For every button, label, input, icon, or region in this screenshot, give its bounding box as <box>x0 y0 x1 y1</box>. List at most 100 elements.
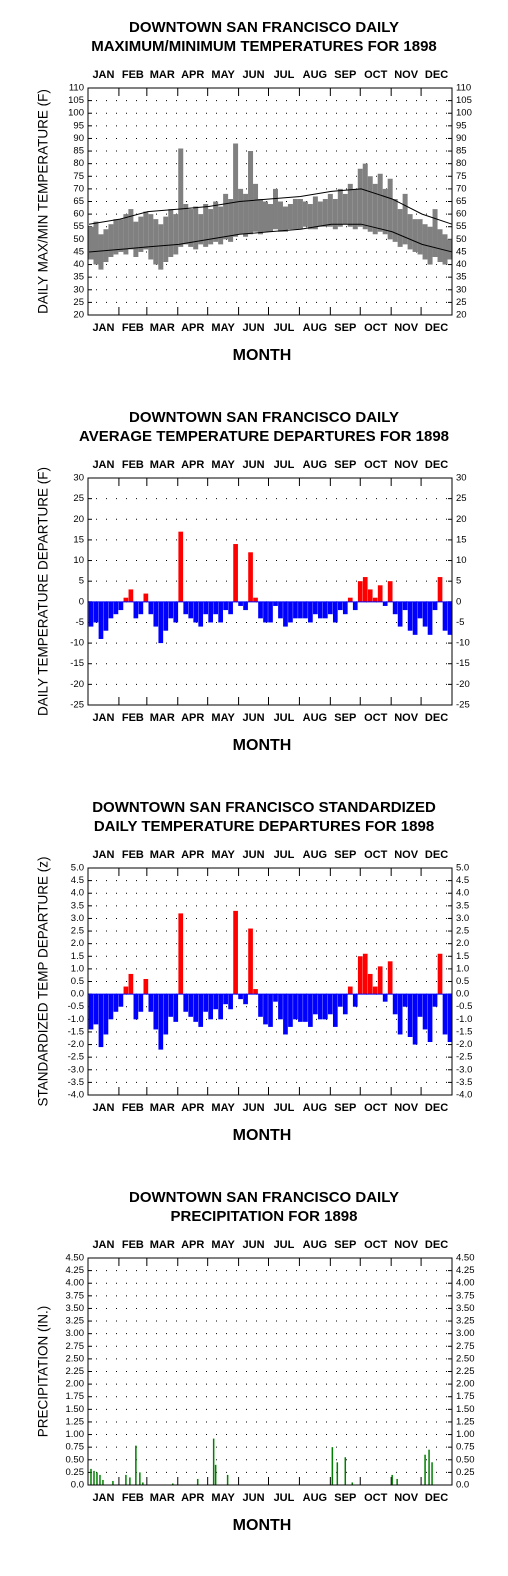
bar <box>273 994 278 1002</box>
y-tick-label: 0.0 <box>456 1480 469 1491</box>
bar <box>352 994 358 1007</box>
bar <box>342 994 348 1015</box>
y-tick-label: 1.25 <box>456 1416 475 1427</box>
bar <box>233 544 238 602</box>
y-tick-label: 3.5 <box>456 900 469 911</box>
bar <box>226 1474 229 1485</box>
month-label: OCT <box>364 69 388 81</box>
y-tick-label: 5.0 <box>71 863 84 874</box>
y-tick-label: 25 <box>456 493 467 504</box>
bar <box>412 601 418 635</box>
bar <box>253 597 258 602</box>
bar <box>123 597 129 602</box>
y-axis-label: PRECIPITATION (IN.) <box>36 1306 51 1438</box>
month-label: JUL <box>274 849 295 861</box>
bar <box>293 601 298 619</box>
y-tick-label: 95 <box>73 120 84 131</box>
bar <box>208 601 214 623</box>
y-tick-label: 3.00 <box>66 1328 85 1339</box>
month-label: JAN <box>92 69 114 81</box>
x-axis-label: MONTH <box>233 1517 292 1534</box>
bar <box>362 577 368 602</box>
y-tick-label: 35 <box>73 272 84 283</box>
y-tick-label: 50 <box>73 234 84 245</box>
bar <box>293 994 298 1020</box>
month-label: FEB <box>122 849 144 861</box>
bar <box>128 589 134 602</box>
bar <box>88 994 94 1030</box>
y-tick-label: 110 <box>69 83 84 94</box>
y-tick-label: 1.25 <box>66 1416 85 1427</box>
y-tick-label: 0.25 <box>456 1467 475 1478</box>
y-tick-label: 1.75 <box>66 1391 85 1402</box>
y-tick-label: 4.50 <box>66 1253 85 1264</box>
y-tick-label: 10 <box>456 555 467 566</box>
month-label: JUL <box>274 459 295 471</box>
bar <box>138 994 144 1012</box>
bar <box>318 994 323 1020</box>
month-label: JUL <box>274 1102 295 1114</box>
month-label: AUG <box>303 849 327 861</box>
month-label: JUN <box>243 322 265 334</box>
bar <box>263 601 268 623</box>
bar <box>153 994 159 1030</box>
month-label: JAN <box>92 1102 114 1114</box>
y-tick-label: 95 <box>456 120 467 131</box>
bar <box>248 928 253 995</box>
bar <box>308 601 313 623</box>
bar <box>417 601 423 619</box>
bar <box>223 601 228 611</box>
bar <box>238 994 243 1000</box>
bar <box>407 994 413 1037</box>
y-tick-label: 2.5 <box>71 926 84 937</box>
x-axis-label: MONTH <box>233 347 292 364</box>
y-tick-label: 30 <box>73 284 84 295</box>
y-tick-label: 40 <box>73 259 84 270</box>
bar <box>188 994 194 1017</box>
y-tick-label: 0.0 <box>456 989 469 1000</box>
chart-title: DOWNTOWN SAN FRANCISCO DAILY <box>129 1189 399 1206</box>
bar <box>178 913 184 995</box>
y-tick-label: -4.0 <box>456 1090 472 1101</box>
month-label: MAR <box>150 712 175 724</box>
month-label: OCT <box>364 1102 388 1114</box>
bar <box>168 601 174 619</box>
bar <box>387 961 393 995</box>
chart-title: DAILY TEMPERATURE DEPARTURES FOR 1898 <box>94 818 434 835</box>
y-tick-label: 3.00 <box>456 1328 475 1339</box>
month-label: JUN <box>243 712 265 724</box>
bar <box>422 994 428 1030</box>
bar <box>313 994 318 1015</box>
bar <box>283 601 288 627</box>
month-label: NOV <box>394 712 419 724</box>
y-tick-label: -2.5 <box>68 1052 84 1063</box>
y-tick-label: 0.5 <box>456 976 469 987</box>
y-tick-label: 2.0 <box>456 938 469 949</box>
bar <box>442 994 448 1035</box>
bar <box>123 986 129 995</box>
bar <box>298 601 303 619</box>
bar <box>402 994 408 1007</box>
y-tick-label: 5.0 <box>456 863 469 874</box>
y-tick-label: 2.00 <box>456 1379 475 1390</box>
y-tick-label: 4.5 <box>456 875 469 886</box>
bar <box>362 953 368 995</box>
y-tick-label: 35 <box>456 272 467 283</box>
bar <box>173 994 179 1022</box>
y-tick-label: 1.5 <box>456 951 469 962</box>
bar <box>431 1462 433 1485</box>
bar <box>228 994 233 1010</box>
month-label: MAY <box>211 849 235 861</box>
bar <box>93 601 99 623</box>
month-label: FEB <box>122 1102 144 1114</box>
month-label: MAR <box>150 322 175 334</box>
bar <box>214 1464 217 1485</box>
bar <box>143 978 149 995</box>
bar <box>223 994 228 1005</box>
bar <box>198 601 204 627</box>
month-label: JAN <box>92 1239 114 1251</box>
bar <box>133 601 139 619</box>
month-label: MAY <box>211 69 235 81</box>
month-label: MAR <box>150 1239 175 1251</box>
bar <box>427 994 433 1043</box>
